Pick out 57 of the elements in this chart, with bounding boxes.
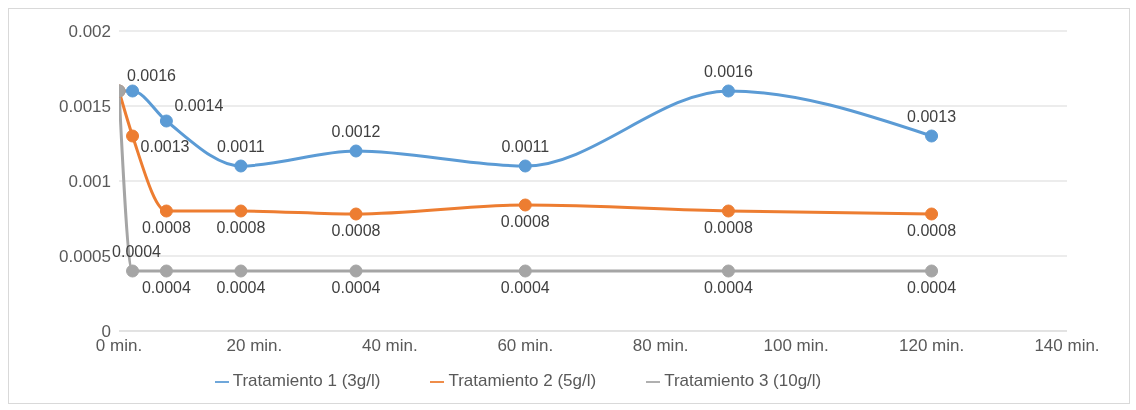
data-label: 0.0004: [331, 279, 381, 296]
data-label: 0.0011: [501, 138, 550, 155]
point: [721, 84, 735, 98]
data-label: 0.0016: [703, 63, 753, 80]
point: [925, 207, 939, 221]
data-label: 0.0008: [141, 219, 191, 236]
y-tick-label: 0.0005: [59, 247, 111, 267]
data-label: 0.0004: [500, 279, 550, 296]
data-label: 0.0012: [331, 123, 381, 140]
point: [721, 204, 735, 218]
x-tick-label: 40 min.: [361, 336, 418, 356]
point: [925, 129, 939, 143]
x-tick-label: 80 min.: [632, 336, 689, 356]
data-label: 0.0008: [500, 213, 550, 230]
data-label: 0.0004: [216, 279, 266, 296]
x-tick-label: 20 min.: [226, 336, 283, 356]
x-tick-label: 140 min.: [1034, 336, 1100, 356]
data-label: 0.0004: [907, 279, 957, 296]
point: [159, 204, 173, 218]
legend-label: Tratamiento 3 (10g/l): [664, 371, 822, 390]
point: [349, 207, 363, 221]
data-label: 0.0011: [217, 138, 265, 155]
point: [518, 264, 532, 278]
data-label: 0.0008: [331, 222, 381, 239]
data-label: 0.0016: [127, 67, 177, 84]
point: [159, 114, 173, 128]
point: [518, 198, 532, 212]
point: [159, 264, 173, 278]
y-tick-label: 0.002: [68, 22, 111, 42]
data-label: 0.0008: [907, 222, 957, 239]
point: [721, 264, 735, 278]
data-label: 0.0014: [174, 97, 224, 114]
y-tick-label: 0.0015: [59, 97, 111, 117]
data-label: 0.0013: [140, 138, 190, 155]
point: [234, 204, 248, 218]
x-tick-label: 60 min.: [497, 336, 554, 356]
data-label: 0.0004: [141, 279, 191, 296]
point: [126, 84, 140, 98]
y-tick-label: 0.001: [68, 172, 111, 192]
point: [126, 129, 140, 143]
legend-label: Tratamiento 1 (3g/l): [232, 371, 381, 390]
legend-label: Tratamiento 2 (5g/l): [448, 371, 597, 390]
data-label: 0.0008: [703, 219, 753, 236]
x-tick-label: 100 min.: [763, 336, 829, 356]
point: [925, 264, 939, 278]
point: [349, 144, 363, 158]
point: [234, 264, 248, 278]
point: [126, 264, 140, 278]
point: [349, 264, 363, 278]
point: [518, 159, 532, 173]
x-tick-label: 0 min.: [95, 336, 143, 356]
point: [234, 159, 248, 173]
data-label: 0.0008: [216, 219, 266, 236]
data-label: 0.0004: [112, 243, 162, 260]
data-label: 0.0013: [907, 108, 957, 125]
x-tick-label: 120 min.: [898, 336, 965, 356]
data-label: 0.0004: [703, 279, 753, 296]
